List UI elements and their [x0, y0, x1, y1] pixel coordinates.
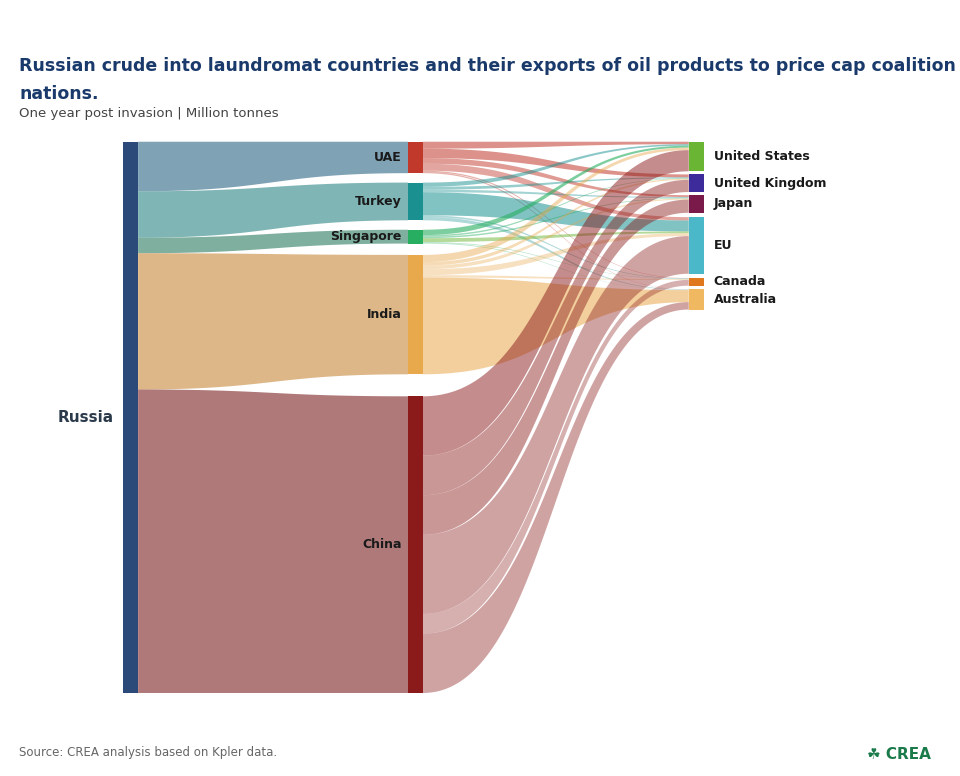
Polygon shape [423, 180, 688, 495]
Polygon shape [423, 275, 688, 280]
Bar [408, 397, 423, 693]
Bar [688, 289, 704, 310]
Polygon shape [423, 231, 688, 242]
Polygon shape [423, 278, 688, 374]
Text: United Kingdom: United Kingdom [713, 177, 826, 189]
Bar [123, 142, 138, 693]
Polygon shape [423, 158, 688, 197]
Polygon shape [423, 234, 688, 275]
Polygon shape [423, 217, 688, 290]
Text: UAE: UAE [373, 151, 401, 164]
Text: United States: United States [713, 150, 809, 163]
Polygon shape [138, 182, 408, 237]
Polygon shape [423, 149, 688, 178]
Bar [688, 217, 704, 274]
Polygon shape [138, 390, 408, 693]
Bar [408, 255, 423, 374]
Polygon shape [423, 171, 688, 279]
Text: China: China [362, 538, 401, 551]
Polygon shape [423, 198, 688, 238]
Polygon shape [423, 150, 688, 456]
Text: Australia: Australia [713, 293, 777, 306]
Bar [408, 182, 423, 220]
Text: nations.: nations. [19, 85, 99, 103]
Polygon shape [138, 230, 408, 253]
Text: EU: EU [713, 239, 732, 252]
Polygon shape [423, 144, 688, 187]
Polygon shape [423, 199, 688, 535]
Text: Russian crude into laundromat countries and their exports of oil products to pri: Russian crude into laundromat countries … [19, 57, 956, 74]
Bar [688, 175, 704, 192]
Text: India: India [367, 308, 401, 321]
Text: Canada: Canada [713, 275, 766, 289]
Polygon shape [423, 146, 688, 235]
Polygon shape [423, 215, 688, 279]
Text: One year post invasion | Million tonnes: One year post invasion | Million tonnes [19, 107, 278, 120]
Polygon shape [423, 236, 688, 614]
Text: ☘ CREA: ☘ CREA [867, 747, 931, 762]
Text: Japan: Japan [713, 197, 753, 210]
Text: Source: CREA analysis based on Kpler data.: Source: CREA analysis based on Kpler dat… [19, 746, 277, 759]
Polygon shape [423, 142, 688, 149]
Polygon shape [423, 172, 688, 289]
Polygon shape [423, 147, 688, 262]
Bar [688, 278, 704, 286]
Polygon shape [423, 243, 688, 290]
Bar [408, 230, 423, 244]
Polygon shape [423, 280, 688, 634]
Polygon shape [423, 189, 688, 198]
Text: Turkey: Turkey [354, 195, 401, 208]
Polygon shape [138, 253, 408, 390]
Text: Russia: Russia [58, 410, 113, 424]
Polygon shape [138, 142, 408, 192]
Polygon shape [423, 178, 688, 265]
Bar [688, 142, 704, 171]
Polygon shape [423, 164, 688, 220]
Bar [408, 142, 423, 173]
Text: Singapore: Singapore [330, 230, 401, 243]
Polygon shape [423, 302, 688, 693]
Polygon shape [423, 199, 688, 269]
Polygon shape [423, 192, 688, 231]
Polygon shape [423, 242, 688, 279]
Polygon shape [423, 178, 688, 237]
Polygon shape [423, 178, 688, 189]
Bar [688, 195, 704, 213]
